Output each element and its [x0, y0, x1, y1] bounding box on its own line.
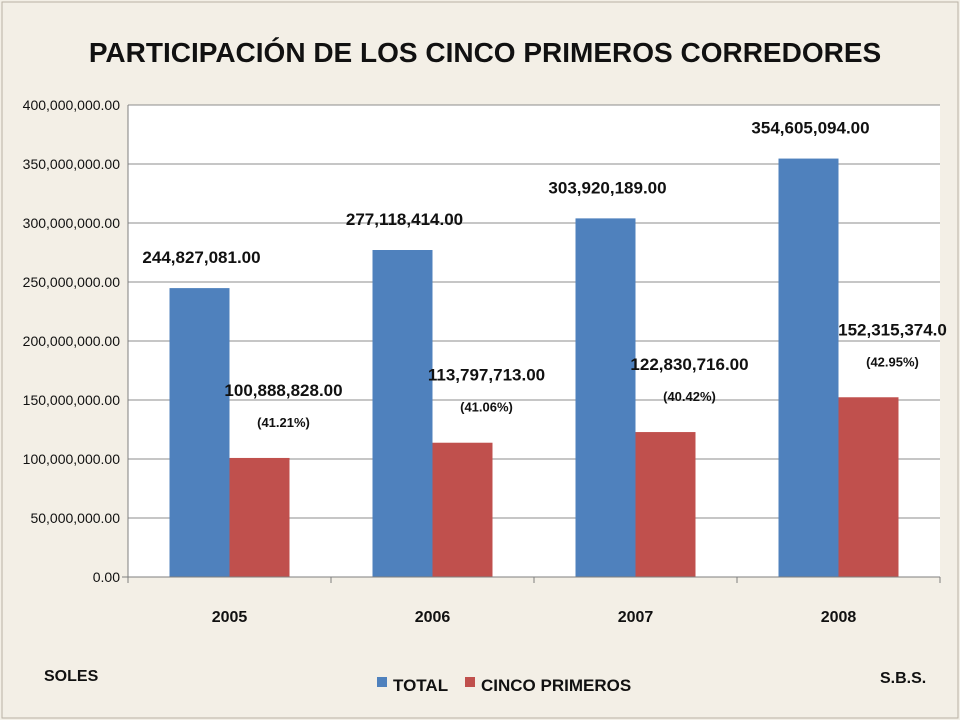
- y-tick-label: 50,000,000.00: [30, 510, 120, 526]
- bar-cinco-primeros-2007: [635, 432, 696, 577]
- legend-label-total: TOTAL: [393, 676, 448, 695]
- category-label: 2005: [212, 609, 248, 626]
- data-label: 244,827,081.00: [142, 248, 260, 267]
- data-labels: 244,827,081.00 100,888,828.00 (41.21%) 277,…: [142, 119, 946, 430]
- y-tick-label: 300,000,000.00: [23, 215, 121, 231]
- category-label: 2008: [821, 609, 857, 626]
- bar-cinco-primeros-2008: [838, 397, 899, 577]
- percent-label: (42.95%): [866, 354, 919, 369]
- bar-total-2006: [372, 250, 433, 577]
- source-note: S.B.S.: [880, 670, 926, 687]
- legend-swatch-total: [377, 677, 387, 687]
- x-axis-tick-labels: 2005 2006 2007 2008: [212, 609, 857, 626]
- y-tick-label: 150,000,000.00: [23, 392, 121, 408]
- category-label: 2007: [618, 609, 654, 626]
- legend-swatch-cinco-primeros: [465, 677, 475, 687]
- y-axis-tick-labels: 0.00 50,000,000.00 100,000,000.00 150,000,0…: [23, 97, 121, 585]
- legend: TOTAL CINCO PRIMEROS: [377, 676, 631, 695]
- data-label: 277,118,414.00: [346, 210, 463, 229]
- data-label: 152,315,374.0: [838, 320, 947, 339]
- category-label: 2006: [415, 609, 451, 626]
- percent-label: (41.21%): [257, 415, 310, 430]
- axes: [122, 105, 941, 583]
- bar-cinco-primeros-2005: [229, 457, 290, 577]
- bars: [169, 158, 899, 578]
- bar-total-2005: [169, 288, 230, 577]
- y-tick-label: 100,000,000.00: [23, 451, 121, 467]
- percent-label: (41.06%): [460, 400, 513, 415]
- chart-title: PARTICIPACIÓN DE LOS CINCO PRIMEROS CORR…: [89, 37, 881, 68]
- data-label: 113,797,713.00: [428, 366, 545, 385]
- y-tick-label: 200,000,000.00: [23, 333, 121, 349]
- y-tick-label: 350,000,000.00: [23, 156, 121, 172]
- bar-cinco-primeros-2006: [432, 442, 493, 577]
- data-label: 100,888,828.00: [224, 381, 342, 400]
- data-label: 122,830,716.00: [630, 355, 748, 374]
- legend-label-cinco-primeros: CINCO PRIMEROS: [481, 676, 631, 695]
- percent-label: (40.42%): [663, 389, 716, 404]
- data-label: 303,920,189.00: [548, 178, 666, 197]
- units-note: SOLES: [44, 668, 99, 685]
- y-tick-label: 400,000,000.00: [23, 97, 121, 113]
- bar-total-2007: [575, 218, 636, 577]
- y-tick-label: 250,000,000.00: [23, 274, 121, 290]
- y-tick-label: 0.00: [93, 569, 120, 585]
- bar-total-2008: [778, 158, 839, 578]
- data-label: 354,605,094.00: [751, 119, 869, 138]
